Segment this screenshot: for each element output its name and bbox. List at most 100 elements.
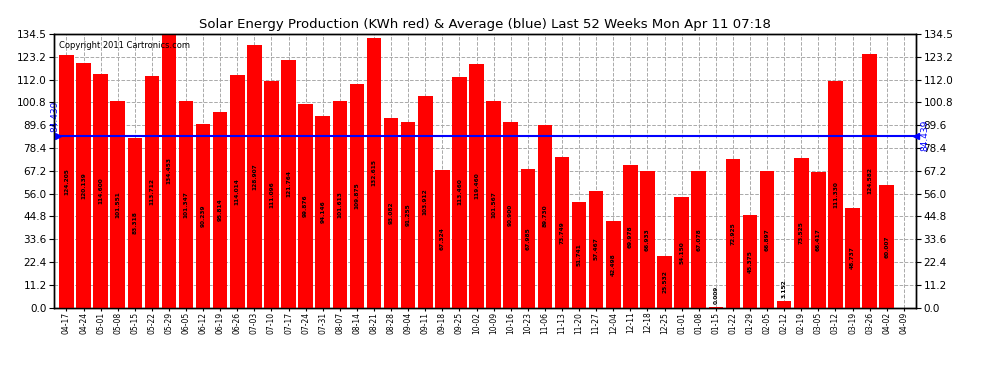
Text: 124.582: 124.582 xyxy=(867,167,872,194)
Bar xyxy=(589,190,604,308)
Text: 111.096: 111.096 xyxy=(269,181,274,208)
Bar xyxy=(436,171,449,308)
Text: 114.014: 114.014 xyxy=(235,178,240,205)
Bar xyxy=(349,84,364,308)
Bar xyxy=(829,81,842,308)
Bar xyxy=(469,64,484,308)
Bar xyxy=(674,197,689,308)
Text: 101.551: 101.551 xyxy=(115,191,120,217)
Text: 57.467: 57.467 xyxy=(594,238,599,261)
Text: 67.324: 67.324 xyxy=(440,228,445,251)
Bar xyxy=(504,123,518,308)
Text: 113.712: 113.712 xyxy=(149,178,154,205)
Bar xyxy=(59,55,73,308)
Bar xyxy=(230,75,245,308)
Text: 67.078: 67.078 xyxy=(696,228,701,251)
Text: 128.907: 128.907 xyxy=(251,163,256,190)
Bar xyxy=(316,116,330,308)
Bar xyxy=(794,158,809,308)
Bar xyxy=(128,138,142,308)
Text: 73.749: 73.749 xyxy=(559,221,564,244)
Text: 95.814: 95.814 xyxy=(218,199,223,221)
Text: 66.933: 66.933 xyxy=(644,228,650,251)
Text: 69.978: 69.978 xyxy=(628,225,633,248)
Text: 124.205: 124.205 xyxy=(64,168,69,195)
Text: 0.009: 0.009 xyxy=(714,286,719,304)
Bar xyxy=(777,301,791,307)
Text: 114.600: 114.600 xyxy=(98,177,103,204)
Text: 90.900: 90.900 xyxy=(508,204,513,226)
Text: 91.255: 91.255 xyxy=(406,203,411,226)
Bar xyxy=(213,112,228,308)
Text: 94.146: 94.146 xyxy=(320,200,326,223)
Text: 45.375: 45.375 xyxy=(747,250,752,273)
Text: 101.613: 101.613 xyxy=(338,190,343,217)
Text: 66.417: 66.417 xyxy=(816,228,821,251)
Bar xyxy=(691,171,706,308)
Text: 119.460: 119.460 xyxy=(474,172,479,199)
Text: 48.737: 48.737 xyxy=(850,246,855,269)
Text: 90.239: 90.239 xyxy=(201,204,206,227)
Bar xyxy=(726,159,741,308)
Bar xyxy=(145,76,159,308)
Text: 42.498: 42.498 xyxy=(611,253,616,276)
Bar xyxy=(76,63,91,308)
Text: 83.318: 83.318 xyxy=(133,211,138,234)
Bar xyxy=(452,76,466,308)
Bar xyxy=(401,122,416,308)
Bar xyxy=(538,125,552,308)
Bar xyxy=(521,169,535,308)
Bar xyxy=(572,202,586,308)
Text: 54.150: 54.150 xyxy=(679,241,684,264)
Text: 25.532: 25.532 xyxy=(662,270,667,293)
Bar xyxy=(161,34,176,308)
Bar xyxy=(366,38,381,308)
Bar xyxy=(179,101,193,308)
Text: 93.082: 93.082 xyxy=(389,201,394,224)
Text: 72.925: 72.925 xyxy=(731,222,736,245)
Bar xyxy=(623,165,638,308)
Bar xyxy=(333,100,347,308)
Bar xyxy=(418,96,433,308)
Text: 84.439: 84.439 xyxy=(920,120,929,152)
Text: 66.897: 66.897 xyxy=(764,228,769,251)
Bar xyxy=(486,101,501,308)
Bar xyxy=(657,255,672,308)
Text: 134.453: 134.453 xyxy=(166,157,171,184)
Text: 51.741: 51.741 xyxy=(576,243,581,266)
Text: Copyright 2011 Cartronics.com: Copyright 2011 Cartronics.com xyxy=(58,40,190,50)
Text: 109.875: 109.875 xyxy=(354,182,359,209)
Bar xyxy=(298,104,313,308)
Bar xyxy=(759,171,774,308)
Title: Solar Energy Production (KWh red) & Average (blue) Last 52 Weeks Mon Apr 11 07:1: Solar Energy Production (KWh red) & Aver… xyxy=(199,18,771,31)
Bar xyxy=(93,74,108,307)
Text: 103.912: 103.912 xyxy=(423,188,428,215)
Bar xyxy=(111,101,125,308)
Text: 111.330: 111.330 xyxy=(833,181,838,208)
Text: 113.460: 113.460 xyxy=(457,178,462,206)
Bar xyxy=(641,171,654,308)
Bar xyxy=(845,208,859,308)
Bar xyxy=(384,118,398,308)
Text: 101.347: 101.347 xyxy=(183,191,188,218)
Bar xyxy=(554,158,569,308)
Text: 120.139: 120.139 xyxy=(81,172,86,199)
Bar xyxy=(742,215,757,308)
Bar xyxy=(811,172,826,308)
Bar xyxy=(248,45,261,308)
Text: 101.567: 101.567 xyxy=(491,191,496,217)
Bar xyxy=(862,54,877,307)
Bar xyxy=(196,124,211,308)
Bar xyxy=(264,81,279,308)
Text: 84.439: 84.439 xyxy=(50,100,59,132)
Bar xyxy=(281,60,296,308)
Bar xyxy=(606,221,621,308)
Text: 121.764: 121.764 xyxy=(286,170,291,197)
Text: 60.007: 60.007 xyxy=(884,235,889,258)
Text: 3.152: 3.152 xyxy=(782,279,787,298)
Text: 67.985: 67.985 xyxy=(526,227,531,250)
Text: 89.730: 89.730 xyxy=(543,205,547,228)
Text: 132.615: 132.615 xyxy=(371,159,376,186)
Bar xyxy=(879,185,894,308)
Text: 73.525: 73.525 xyxy=(799,221,804,244)
